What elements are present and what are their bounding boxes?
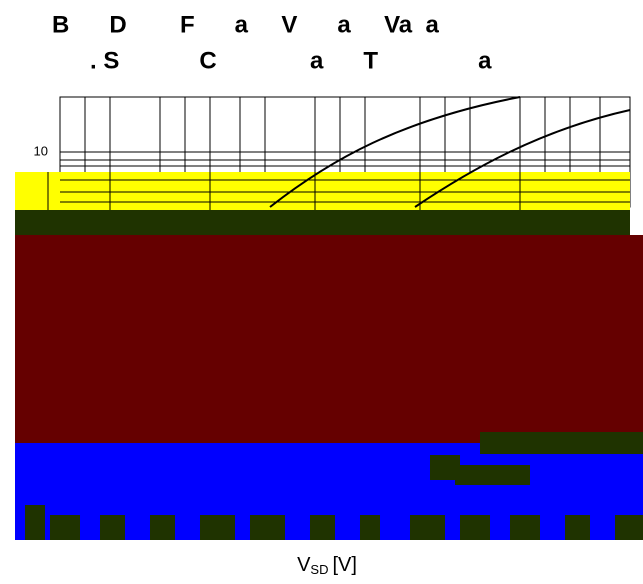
curve (414, 109, 631, 208)
glitch-band (15, 210, 630, 235)
block (250, 515, 285, 540)
block (100, 515, 125, 540)
curve (269, 96, 521, 208)
x-axis-label-main: V (297, 554, 311, 576)
x-axis-label-subscript: SD (310, 562, 328, 577)
title-line: . S C a T a (90, 47, 492, 74)
block (200, 515, 235, 540)
block (360, 515, 380, 540)
glitch-band (15, 235, 643, 443)
block (510, 515, 540, 540)
block (410, 515, 445, 540)
block (150, 515, 175, 540)
block (455, 465, 530, 485)
block (50, 515, 80, 540)
block (25, 505, 45, 540)
block (480, 432, 643, 454)
x-axis-label: VSD [V] (297, 554, 357, 577)
glitch-blocks (25, 432, 643, 540)
block (565, 515, 590, 540)
x-axis-label-unit: [V] (332, 554, 356, 576)
block (310, 515, 335, 540)
block (615, 515, 643, 540)
band-grid (47, 172, 630, 210)
glitch-band (15, 172, 630, 210)
title-line: B D F a V a Va a (52, 11, 439, 38)
y-tick-label: 10 (34, 143, 48, 158)
block (460, 515, 490, 540)
